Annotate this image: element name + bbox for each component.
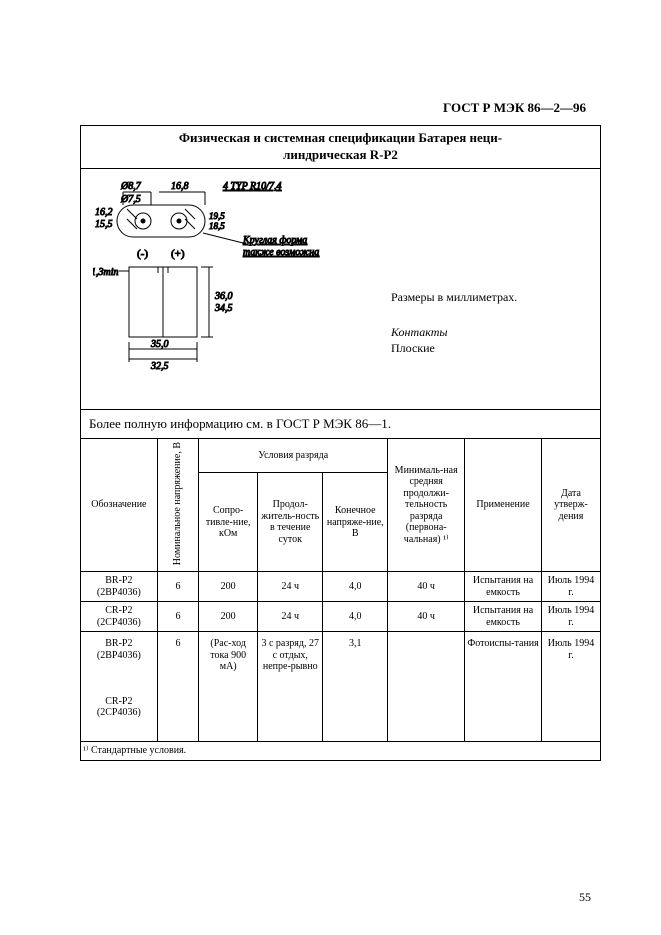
table-row: BR-P2(2BP4036) 6 200 24 ч 4,0 40 ч Испыт… [81, 572, 600, 602]
dim-d11: 34,5 [214, 303, 233, 314]
cell-app: Фотоиспы-тания [465, 632, 542, 742]
spec-table: Обозначение Номинальное напряжение, В Ус… [81, 439, 600, 760]
cell-app: Испытания на емкость [465, 572, 542, 602]
cell-nomv: 6 [157, 632, 198, 742]
cell-desig: BR-P2(2BP4036) CR-P2(2CP4036) [81, 632, 157, 742]
cell-dur: 3 с разряд, 27 с отдых, непре-рывно [258, 632, 323, 742]
diagram-notes: Размеры в миллиметрах. Контакты Плоские [391, 289, 517, 357]
note2: также возможна [243, 247, 319, 258]
h-dur: Продол-житель-ность в течение суток [258, 473, 323, 572]
h-cond: Условия разряда [199, 439, 388, 473]
cell-desig: BR-P2(2BP4036) [81, 572, 157, 602]
cell-nomv: 6 [157, 602, 198, 632]
h-app: Применение [465, 439, 542, 572]
dim-d5: 16,2 [95, 207, 113, 218]
cell-min: 40 ч [388, 602, 465, 632]
contacts-header: Контакты [391, 324, 517, 341]
cell-endv: 4,0 [323, 572, 388, 602]
page: ГОСТ Р МЭК 86—2—96 Физическая и системна… [0, 0, 661, 935]
cell-min: 40 ч [388, 572, 465, 602]
table-header-row: Обозначение Номинальное напряжение, В Ус… [81, 439, 600, 473]
h-desig: Обозначение [81, 439, 157, 572]
plus: (+) [171, 248, 185, 260]
cell-date: Июль 1994 г. [541, 602, 600, 632]
cell-date: Июль 1994 г. [541, 572, 600, 602]
box-title: Физическая и системная спецификации Бата… [81, 126, 600, 169]
dim-d12: 35,0 [150, 339, 169, 350]
diagram-area: Ø8,7 16,8 4 TYP R10/7,4 [81, 169, 600, 410]
title-line1: Физическая и системная спецификации Бата… [179, 130, 502, 145]
h-endv: Конечное напряже-ние, В [323, 473, 388, 572]
cell-desig: CR-P2(2CP4036) [81, 602, 157, 632]
dim-d6: 15,5 [95, 219, 113, 230]
contacts-value: Плоские [391, 340, 517, 357]
cell-date: Июль 1994 г. [541, 632, 600, 742]
dim-d8: 18,5 [209, 221, 225, 231]
cell-res: 200 [199, 572, 258, 602]
cell-app: Испытания на емкость [465, 602, 542, 632]
note1: Круглая форма [242, 235, 307, 246]
dim-d2: 16,8 [171, 181, 189, 192]
h-date: Дата утверж-дения [541, 439, 600, 572]
footnote-row: ¹⁾ Стандартные условия. [81, 742, 600, 760]
dim-d7: 19,5 [209, 211, 225, 221]
minus: (-) [137, 248, 148, 260]
doc-code: ГОСТ Р МЭК 86—2—96 [443, 100, 586, 116]
dim-d9: 1,3min [93, 267, 119, 278]
cell-min [388, 632, 465, 742]
cell-dur: 24 ч [258, 572, 323, 602]
cell-nomv: 6 [157, 572, 198, 602]
dim-d1: Ø8,7 [120, 181, 142, 192]
technical-drawing: Ø8,7 16,8 4 TYP R10/7,4 [93, 177, 353, 377]
table-row: BR-P2(2BP4036) CR-P2(2CP4036) 6 (Рас-ход… [81, 632, 600, 742]
footnote: ¹⁾ Стандартные условия. [81, 742, 600, 760]
spec-frame: Физическая и системная спецификации Бата… [80, 125, 601, 761]
table-row: CR-P2(2CP4036) 6 200 24 ч 4,0 40 ч Испыт… [81, 602, 600, 632]
cell-res: (Рас-ход тока 900 мА) [199, 632, 258, 742]
cell-dur: 24 ч [258, 602, 323, 632]
h-nomv: Номинальное напряжение, В [157, 439, 198, 572]
h-res: Сопро-тивле-ние, кОм [199, 473, 258, 572]
dim-d10: 36,0 [214, 291, 233, 302]
cell-endv: 3,1 [323, 632, 388, 742]
dim-d3: 4 TYP R10/7,4 [223, 181, 281, 192]
cell-endv: 4,0 [323, 602, 388, 632]
h-min: Минималь-ная средняя продолжи-тельность … [388, 439, 465, 572]
cell-res: 200 [199, 602, 258, 632]
dims-note: Размеры в миллиметрах. [391, 289, 517, 306]
title-line2: линдрическая R-P2 [283, 147, 398, 162]
more-info: Более полную информацию см. в ГОСТ Р МЭК… [81, 410, 600, 439]
dim-d13: 32,5 [150, 361, 169, 372]
dim-d4: Ø7,5 [120, 194, 141, 205]
page-number: 55 [579, 890, 591, 905]
